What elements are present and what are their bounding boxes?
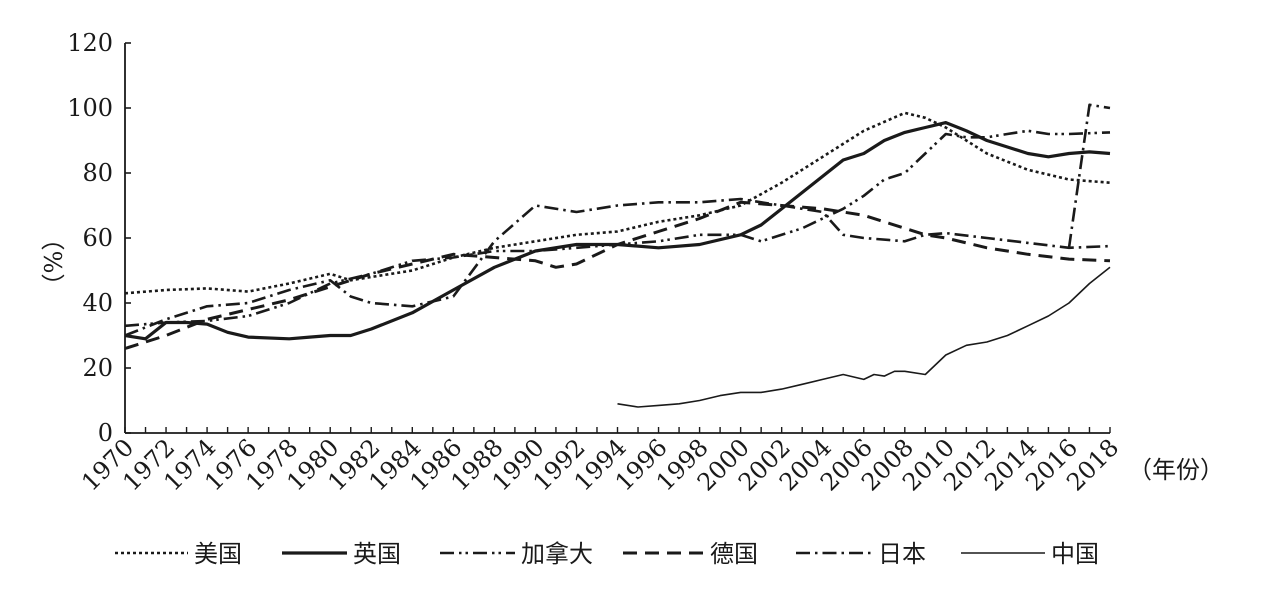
y-tick-label: 20 (82, 354, 113, 382)
y-tick-label: 0 (98, 419, 113, 447)
y-tick-label: 40 (82, 289, 113, 317)
y-axis-label: （%） (38, 227, 66, 298)
legend-label: 加拿大 (521, 540, 593, 568)
legend: 美国 英国 加拿大 德国 日本 中国 (115, 540, 1099, 568)
series-line-1 (124, 111, 1111, 295)
legend-label: 英国 (353, 540, 401, 568)
y-tick-label: 120 (67, 29, 113, 57)
y-tick-label: 60 (82, 224, 113, 252)
y-tick-label: 80 (82, 159, 113, 187)
legend-label: 德国 (710, 540, 758, 568)
series-line-2 (124, 121, 1111, 341)
legend-label: 日本 (878, 540, 926, 568)
series-line-3 (124, 129, 1111, 328)
legend-label: 美国 (194, 540, 242, 568)
series-line-5 (1067, 103, 1111, 248)
y-tick-label: 100 (67, 94, 113, 122)
series-line-5 (124, 197, 1111, 337)
series-line-4 (124, 200, 1111, 350)
series-line-6 (617, 266, 1111, 408)
x-axis-label: （年份） (1128, 456, 1224, 484)
legend-label: 中国 (1051, 540, 1099, 568)
series-layer (124, 103, 1111, 408)
axes: 0204060801001201970197219741976197819801… (67, 29, 1124, 496)
